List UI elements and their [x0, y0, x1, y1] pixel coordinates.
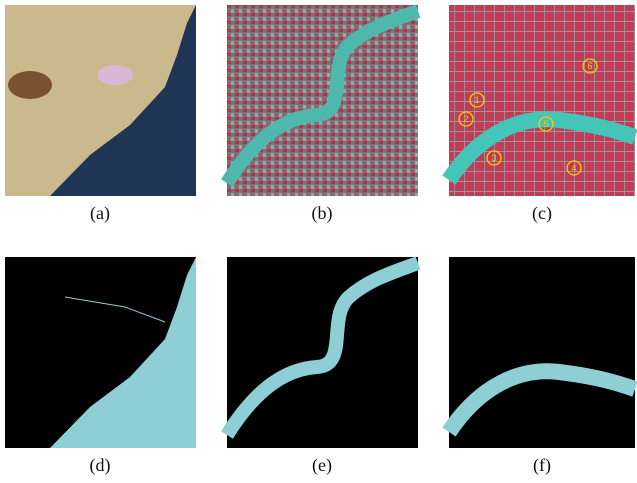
marker-label: 6 — [587, 61, 592, 71]
figure: 12 3 4 5 6 (a) (b) (c) (d) (e) (f) — [0, 0, 637, 483]
caption: (e) — [312, 455, 332, 476]
marker-label: 1 — [474, 95, 479, 105]
panel-a — [5, 5, 196, 196]
marker-label: 5 — [543, 119, 548, 129]
caption: (d) — [90, 455, 111, 476]
caption: (b) — [312, 203, 333, 224]
panel-e — [227, 257, 418, 448]
caption: (f) — [533, 455, 551, 476]
marker-label: 2 — [463, 114, 468, 124]
panel-b — [227, 5, 418, 196]
caption: (a) — [90, 203, 110, 224]
panel-f — [449, 257, 635, 448]
caption: (c) — [532, 203, 552, 224]
panel-d — [5, 257, 196, 448]
marker-label: 3 — [491, 153, 496, 163]
panel-c: 12 3 4 5 6 — [449, 5, 635, 196]
marker-label: 4 — [571, 163, 576, 173]
